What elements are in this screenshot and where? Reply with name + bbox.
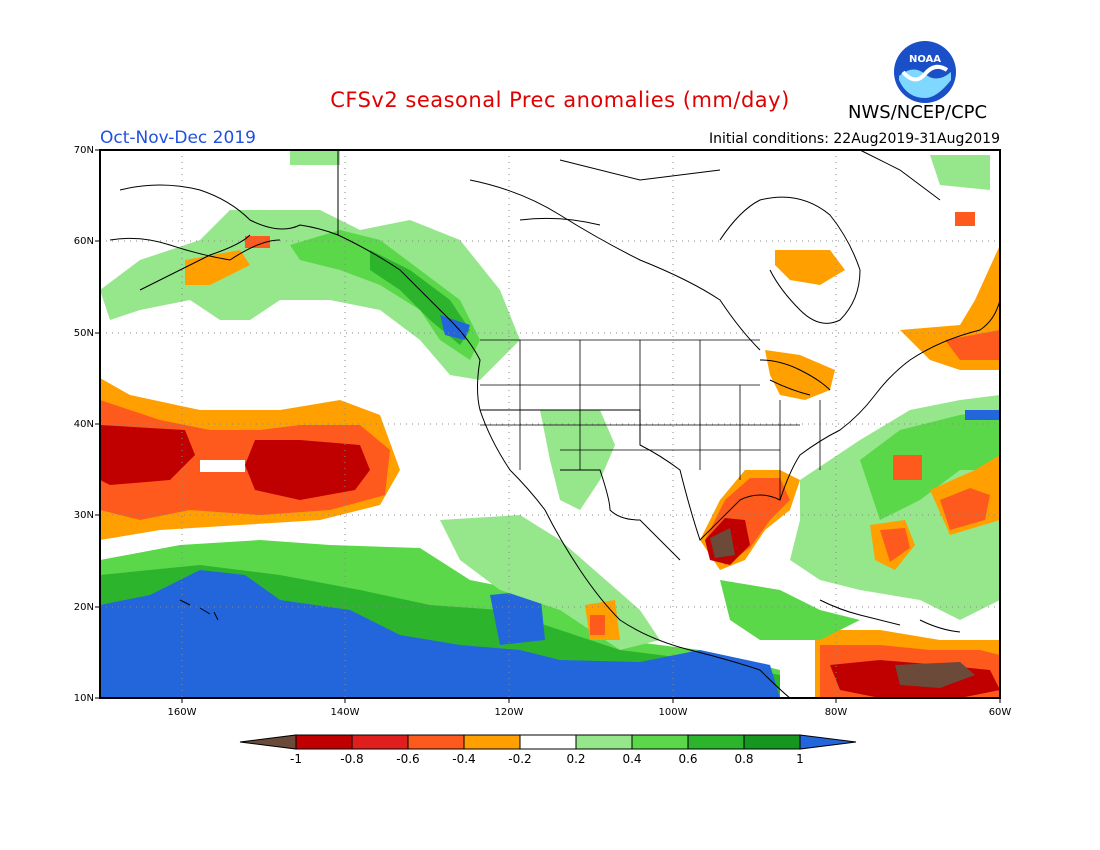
agency-label: NWS/NCEP/CPC	[848, 102, 988, 123]
red-atlantic-2	[940, 488, 990, 530]
white-gap-pacific	[200, 460, 245, 472]
coastlines	[109, 149, 1001, 699]
midgreen-coast	[290, 230, 480, 360]
red-atl-2	[955, 212, 975, 226]
legend-label: 0.6	[678, 752, 697, 766]
state-borders	[480, 339, 821, 500]
legend-swatch	[799, 734, 857, 750]
green-centam	[720, 580, 860, 640]
lon-label: 120W	[495, 707, 524, 718]
anomaly-fields	[100, 150, 1000, 698]
lat-labels: 70N 60N 50N 40N 30N 20N 10N	[74, 145, 94, 704]
axis-ticks	[95, 149, 1001, 703]
legend-swatch	[687, 734, 745, 750]
noaa-logo: NOAA	[894, 41, 956, 103]
green-arctic	[290, 150, 340, 165]
legend-label: -0.4	[452, 752, 475, 766]
brown-gulf	[710, 528, 735, 558]
lon-label: 60W	[989, 707, 1012, 718]
legend-label: -1	[290, 752, 302, 766]
lon-label: 160W	[168, 707, 197, 718]
legend-swatch	[407, 734, 465, 750]
midgreen-east	[860, 410, 1000, 520]
dkred-pacific-dry	[100, 425, 195, 485]
orange-hudson	[775, 250, 845, 285]
blue-patch-2	[490, 590, 545, 645]
red-atl-canada	[945, 330, 1000, 360]
red-alaska	[245, 236, 270, 248]
blue-pool-pacific	[100, 570, 780, 698]
dkred-pacific-dry-2	[245, 440, 370, 500]
legend-swatch	[743, 734, 801, 750]
lat-label: 20N	[74, 602, 94, 613]
legend-label: -0.6	[396, 752, 419, 766]
legend-label: 0.2	[566, 752, 585, 766]
legend-label: -0.2	[508, 752, 531, 766]
blue-east	[965, 410, 1000, 420]
legend-swatch	[239, 734, 297, 750]
legend-label: 0.8	[734, 752, 753, 766]
legend-label: 1	[796, 752, 804, 766]
orange-atlantic-3	[893, 455, 922, 480]
green-alaska	[100, 210, 520, 380]
orange-alaska	[185, 250, 250, 285]
legend-label: 0.4	[622, 752, 641, 766]
lon-label: 100W	[659, 707, 688, 718]
legend-swatch	[463, 734, 521, 750]
lat-label: 40N	[74, 419, 94, 430]
legend-swatch	[519, 734, 577, 750]
legend-swatch	[575, 734, 633, 750]
red-atlantic-1	[880, 528, 910, 562]
green-greenland	[930, 155, 990, 190]
season-label: Oct-Nov-Dec 2019	[100, 128, 256, 148]
lat-label: 60N	[74, 236, 94, 247]
map-title: CFSv2 seasonal Prec anomalies (mm/day)	[330, 88, 790, 112]
lat-label: 10N	[74, 693, 94, 704]
brown-caribbean	[895, 662, 975, 688]
color-legend: -1 -0.8 -0.6 -0.4 -0.2 0.2 0.4 0.6 0.8 1	[239, 734, 857, 766]
lat-label: 30N	[74, 510, 94, 521]
orange-greatlakes	[765, 350, 835, 400]
legend-label: -0.8	[340, 752, 363, 766]
lat-label: 50N	[74, 328, 94, 339]
legend-swatch	[295, 734, 353, 750]
noaa-logo-text: NOAA	[909, 54, 941, 65]
red-mexico-pac	[590, 615, 605, 635]
lon-labels: 160W 140W 120W 100W 80W 60W	[168, 707, 1012, 718]
initial-conditions-label: Initial conditions: 22Aug2019-31Aug2019	[709, 131, 1000, 147]
legend-swatch	[631, 734, 689, 750]
green-usa-west	[540, 410, 615, 510]
legend-swatch	[351, 734, 409, 750]
lat-label: 70N	[74, 145, 94, 156]
lon-label: 80W	[825, 707, 848, 718]
lon-label: 140W	[331, 707, 360, 718]
